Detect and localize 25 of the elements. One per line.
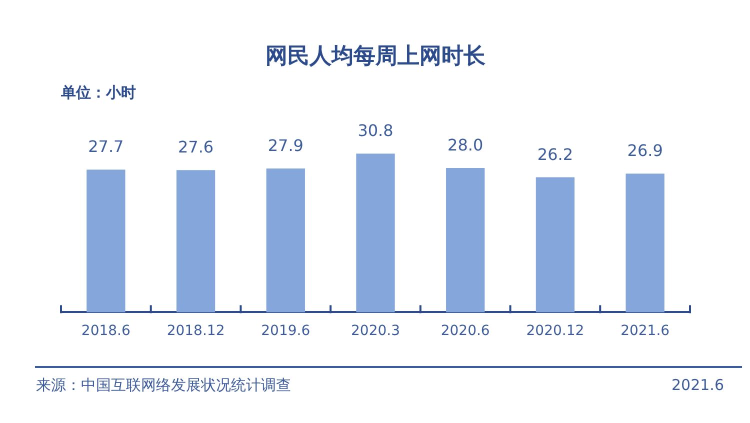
data-label: 26.2 <box>537 144 574 164</box>
bar <box>266 168 305 312</box>
bar <box>86 170 126 312</box>
bar <box>536 177 575 312</box>
data-label: 30.8 <box>358 121 394 140</box>
data-label: 27.9 <box>268 136 304 156</box>
bar <box>176 170 216 312</box>
x-tick-label: 2021.6 <box>620 323 670 340</box>
x-tick-label: 2020.3 <box>351 323 400 340</box>
data-label: 26.9 <box>627 141 663 160</box>
x-tick-label: 2020.12 <box>526 323 584 340</box>
x-tick-label: 2020.6 <box>440 323 490 340</box>
bar <box>626 174 664 312</box>
x-tick-label: 2018.6 <box>81 323 131 340</box>
text: 2021.6 <box>672 376 724 394</box>
data-label: 28.0 <box>448 136 484 155</box>
source-note: 来源：中国互联网络发展状况统计调查 <box>36 376 291 394</box>
x-tick-label: 2019.6 <box>261 323 310 340</box>
data-label: 27.6 <box>178 138 214 157</box>
bar <box>446 168 485 312</box>
chart-subtitle: 单位：小时 <box>60 83 136 102</box>
x-tick-label: 2018.12 <box>166 323 225 340</box>
chart-title: 网民人均每周上网时长 <box>266 44 486 69</box>
bar <box>356 154 395 312</box>
data-label: 27.7 <box>88 137 124 156</box>
